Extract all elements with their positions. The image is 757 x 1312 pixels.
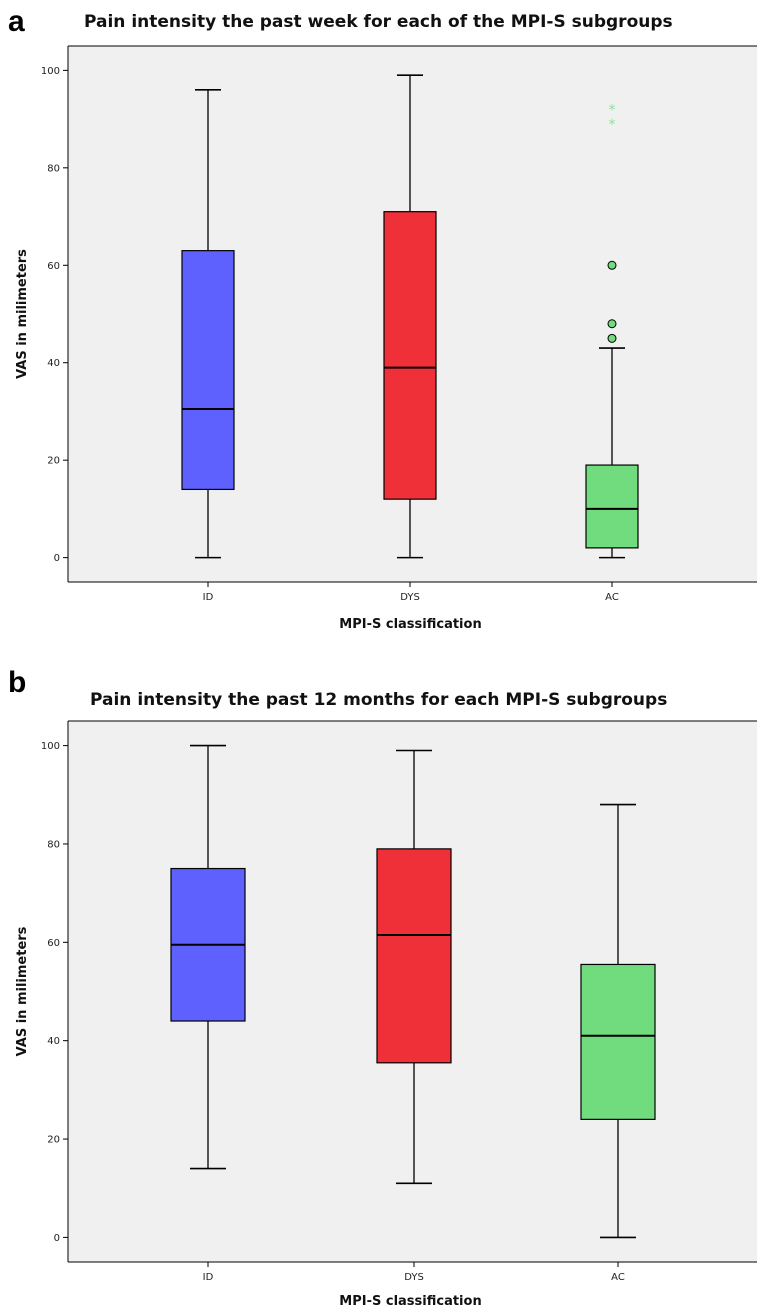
outlier-point [607, 319, 617, 329]
box-ac [580, 803, 656, 1239]
box-iqr [585, 464, 639, 549]
box-ac: ** [585, 102, 639, 559]
y-tick-label: 40 [47, 1036, 60, 1047]
extreme-point: * [609, 102, 616, 118]
box-iqr [580, 963, 656, 1120]
x-axis-label: MPI-S classification [339, 617, 481, 632]
x-tick-label: DYS [404, 1272, 424, 1283]
box-dys [376, 749, 452, 1185]
panel-letter-a: a [8, 5, 25, 38]
y-tick-label: 60 [47, 261, 60, 272]
box-id [170, 744, 246, 1170]
y-tick-label: 100 [41, 741, 60, 752]
panel-b: 0 20 40 60 80 100 VAS in milimeters MPI-S class… [0, 660, 757, 1312]
x-axis-label: MPI-S classification [339, 1294, 481, 1309]
y-tick-label: 0 [54, 553, 60, 564]
box-id [181, 89, 235, 559]
x-tick-label: AC [605, 592, 619, 603]
y-tick-label: 0 [54, 1233, 60, 1244]
chart-title-a: Pain intensity the past week for each of… [84, 12, 673, 32]
outlier-point [607, 260, 617, 270]
extreme-point: * [609, 117, 616, 133]
y-tick-label: 80 [47, 839, 60, 850]
x-tick-label: DYS [400, 592, 420, 603]
boxplot-a: 0 20 40 60 80 100 VAS in milimeters MPI-S class… [15, 45, 757, 632]
y-tick-label: 20 [47, 456, 60, 467]
y-axis-label: VAS in milimeters [15, 249, 30, 379]
outlier-point [607, 333, 617, 343]
box-iqr [376, 848, 452, 1064]
box-dys [383, 74, 437, 559]
chart-title-b: Pain intensity the past 12 months for ea… [90, 690, 668, 710]
box-iqr [181, 250, 235, 491]
y-tick-label: 60 [47, 938, 60, 949]
panel-a: 0 20 40 60 80 100 VAS in milimeters MPI-S class… [0, 0, 757, 650]
y-tick-label: 20 [47, 1135, 60, 1146]
y-tick-label: 100 [41, 66, 60, 77]
box-iqr [383, 211, 437, 500]
boxplot-b: 0 20 40 60 80 100 VAS in milimeters MPI-S class… [15, 720, 757, 1309]
panel-letter-b: b [8, 666, 27, 699]
y-axis-label: VAS in milimeters [15, 926, 30, 1056]
y-tick-label: 80 [47, 163, 60, 174]
x-tick-label: ID [203, 1272, 214, 1283]
x-tick-label: AC [611, 1272, 625, 1283]
y-tick-label: 40 [47, 358, 60, 369]
x-tick-label: ID [203, 592, 214, 603]
